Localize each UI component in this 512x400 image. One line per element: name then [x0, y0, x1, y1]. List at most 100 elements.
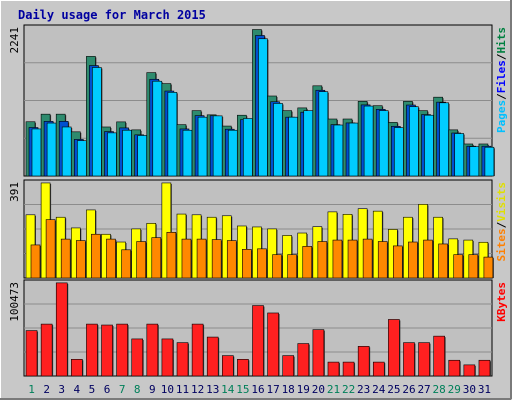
- x-tick-label: 2: [43, 383, 50, 396]
- bar-kbytes-day-20: [312, 329, 325, 377]
- bar-pages-day-15: [243, 118, 253, 177]
- bar-sites-day-20: [317, 241, 328, 279]
- bar-kbytes-day-7: [116, 323, 128, 377]
- bar-pages-day-2: [46, 122, 57, 177]
- bar-kbytes-day-31: [478, 359, 491, 377]
- x-tick-label: 28: [433, 383, 446, 396]
- bar-sites-day-11: [181, 238, 192, 279]
- bar-sites-day-30: [468, 254, 479, 279]
- bar-pages-day-28: [439, 102, 449, 177]
- x-tick-label: 4: [74, 383, 81, 396]
- bar-kbytes-day-16: [252, 305, 264, 377]
- x-tick-label: 16: [251, 383, 264, 396]
- bar-kbytes-day-15: [237, 359, 249, 377]
- bar-sites-day-7: [121, 249, 131, 279]
- bar-sites-day-21: [332, 239, 343, 279]
- bar-sites-day-12: [196, 238, 207, 279]
- chart-title: Daily usage for March 2015: [18, 8, 206, 22]
- legend-entry: Files: [495, 60, 508, 93]
- bar-sites-day-3: [60, 238, 71, 279]
- bar-pages-day-10: [167, 92, 178, 177]
- bar-kbytes-day-14: [222, 355, 234, 377]
- x-tick-label: 6: [104, 383, 111, 396]
- x-tick-label: 1: [28, 383, 35, 396]
- bar-kbytes-day-1: [25, 330, 38, 377]
- bar-sites-day-15: [242, 249, 252, 279]
- bar-kbytes-day-29: [448, 359, 461, 377]
- bar-sites-day-9: [151, 237, 162, 279]
- bar-sites-day-18: [287, 254, 297, 279]
- x-tick-label: 3: [58, 383, 65, 396]
- bar-pages-day-16: [258, 38, 268, 177]
- x-tick-label: 23: [357, 383, 370, 396]
- bar-sites-day-2: [45, 219, 56, 279]
- x-tick-label: 10: [161, 383, 174, 396]
- x-tick-label: 29: [448, 383, 461, 396]
- bar-kbytes-day-21: [327, 361, 340, 377]
- legend-entry: /: [495, 93, 508, 100]
- y-max-label-visits-sites: 391: [8, 182, 21, 202]
- bar-pages-day-14: [227, 129, 238, 177]
- legend-visits-sites: Sites/Visits: [495, 182, 508, 262]
- bar-pages-day-11: [182, 129, 193, 177]
- bar-pages-day-20: [318, 91, 329, 177]
- bar-sites-day-26: [408, 241, 418, 279]
- bar-pages-day-7: [122, 129, 132, 177]
- legend-entry: Hits: [495, 27, 508, 54]
- bar-sites-day-1: [30, 244, 41, 279]
- bar-kbytes-day-22: [342, 361, 355, 377]
- bar-sites-day-10: [166, 231, 177, 279]
- bar-pages-day-3: [61, 126, 72, 177]
- bar-sites-day-13: [211, 239, 222, 279]
- bar-pages-day-31: [484, 146, 495, 177]
- bar-kbytes-day-11: [176, 342, 189, 377]
- bar-pages-day-18: [288, 116, 298, 177]
- bar-pages-day-26: [409, 106, 419, 177]
- bar-kbytes-day-6: [101, 324, 113, 377]
- bar-sites-day-28: [438, 243, 448, 279]
- x-tick-label: 11: [176, 383, 189, 396]
- bar-kbytes-day-27: [418, 342, 430, 377]
- bar-pages-day-9: [152, 80, 163, 177]
- x-tick-label: 20: [312, 383, 325, 396]
- x-tick-label: 22: [342, 383, 355, 396]
- bar-sites-day-19: [302, 246, 313, 279]
- bar-kbytes-day-18: [282, 355, 294, 377]
- bar-sites-day-6: [106, 238, 116, 279]
- x-tick-label: 14: [221, 383, 235, 396]
- bar-pages-day-21: [333, 124, 344, 177]
- bar-kbytes-day-19: [297, 343, 310, 377]
- bar-kbytes-day-8: [131, 338, 144, 377]
- x-tick-label: 15: [236, 383, 249, 396]
- bar-kbytes-day-4: [71, 359, 83, 377]
- bar-sites-day-25: [393, 245, 403, 279]
- bar-pages-day-1: [31, 128, 42, 177]
- bar-pages-day-12: [197, 116, 208, 177]
- bar-kbytes-day-10: [161, 338, 174, 377]
- x-tick-label: 31: [478, 383, 491, 396]
- legend-entry: /: [495, 221, 508, 228]
- bar-pages-day-4: [76, 140, 87, 177]
- bar-sites-day-31: [483, 256, 494, 279]
- x-tick-label: 30: [463, 383, 476, 396]
- bar-pages-day-8: [137, 135, 147, 177]
- bar-kbytes-day-2: [40, 323, 53, 377]
- x-tick-label: 27: [417, 383, 430, 396]
- bar-pages-day-5: [92, 67, 102, 177]
- x-tick-label: 26: [402, 383, 415, 396]
- legend-entry: KBytes: [495, 282, 508, 322]
- bar-pages-day-24: [378, 110, 389, 177]
- bar-kbytes-day-3: [55, 282, 68, 377]
- bar-kbytes-day-25: [388, 319, 400, 377]
- legend-entry: Pages: [495, 100, 508, 133]
- bar-pages-day-13: [212, 115, 223, 177]
- x-tick-label: 18: [282, 383, 295, 396]
- bar-sites-day-29: [453, 254, 464, 279]
- bar-kbytes-day-24: [372, 361, 385, 377]
- bar-sites-day-23: [362, 238, 373, 279]
- y-max-label-kbytes: 100473: [8, 282, 21, 322]
- bar-sites-day-5: [91, 233, 101, 279]
- x-tick-label: 24: [372, 383, 386, 396]
- bar-kbytes-day-28: [433, 335, 445, 377]
